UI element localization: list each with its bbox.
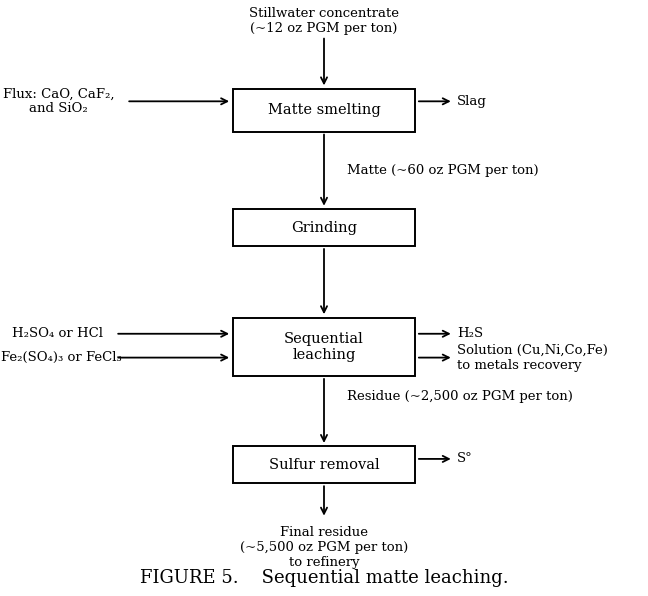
Bar — [233, 446, 415, 483]
Text: Residue (~2,500 oz PGM per ton): Residue (~2,500 oz PGM per ton) — [347, 390, 573, 403]
Text: Final residue
(~5,500 oz PGM per ton)
to refinery: Final residue (~5,500 oz PGM per ton) to… — [240, 526, 408, 569]
Bar — [233, 209, 415, 246]
Text: Fe₂(SO₄)₃ or FeCl₃: Fe₂(SO₄)₃ or FeCl₃ — [1, 351, 122, 364]
Text: Matte (~60 oz PGM per ton): Matte (~60 oz PGM per ton) — [347, 164, 538, 177]
Text: S°: S° — [457, 452, 472, 465]
Text: H₂SO₄ or HCl: H₂SO₄ or HCl — [12, 327, 102, 340]
Bar — [233, 318, 415, 376]
Text: Slag: Slag — [457, 95, 487, 108]
Text: Matte smelting: Matte smelting — [268, 103, 380, 117]
Text: H₂S: H₂S — [457, 327, 483, 340]
Text: Flux: CaO, CaF₂,
and SiO₂: Flux: CaO, CaF₂, and SiO₂ — [3, 88, 114, 115]
Bar — [233, 89, 415, 132]
Text: FIGURE 5.    Sequential matte leaching.: FIGURE 5. Sequential matte leaching. — [140, 569, 508, 587]
Text: Grinding: Grinding — [291, 221, 357, 235]
Text: Stillwater concentrate
(~12 oz PGM per ton): Stillwater concentrate (~12 oz PGM per t… — [249, 7, 399, 35]
Text: Sulfur removal: Sulfur removal — [269, 458, 379, 472]
Text: Sequential
leaching: Sequential leaching — [284, 332, 364, 362]
Text: Solution (Cu,Ni,Co,Fe)
to metals recovery: Solution (Cu,Ni,Co,Fe) to metals recover… — [457, 344, 608, 371]
